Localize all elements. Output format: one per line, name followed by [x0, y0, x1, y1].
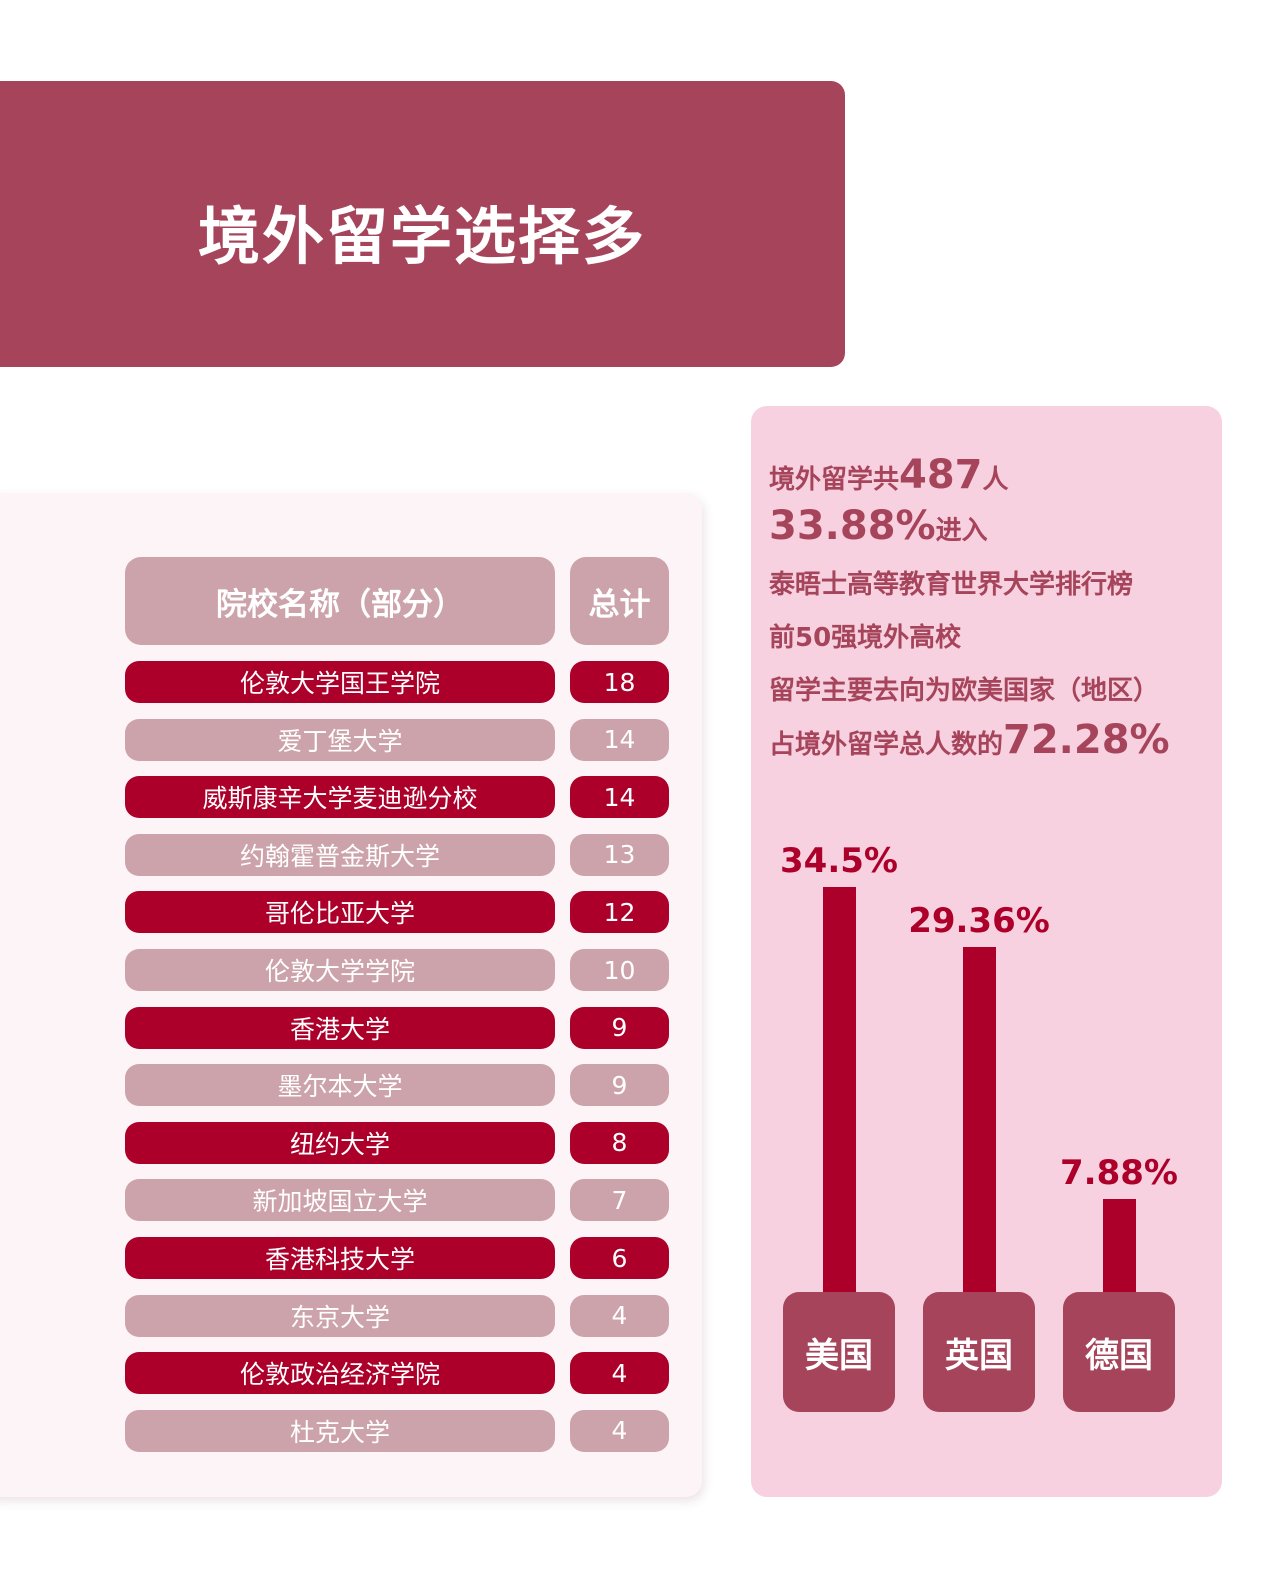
info-total-prefix: 境外留学共 [769, 465, 900, 495]
bar-value-label: 34.5% [780, 841, 898, 881]
bar-value-label: 29.36% [908, 901, 1050, 942]
page-title: 境外留学选择多 [198, 200, 647, 273]
table-header-name: 院校名称（部分） [125, 557, 555, 645]
info-ratio-number: 33.88% [769, 503, 936, 549]
university-name: 东京大学 [125, 1294, 555, 1337]
university-name: 新加坡国立大学 [125, 1179, 555, 1222]
info-share-prefix: 占境外留学总人数的 [769, 730, 1004, 760]
table-row: 纽约大学 8 [0, 1121, 700, 1164]
university-total: 6 [570, 1237, 669, 1279]
university-total: 14 [570, 776, 669, 819]
info-ratio-suffix: 进入 [935, 516, 988, 546]
university-name: 香港大学 [125, 1006, 555, 1049]
table-row: 哥伦比亚大学 12 [0, 891, 700, 934]
title-banner [0, 81, 845, 367]
university-total: 13 [570, 833, 669, 876]
category-label: 美国 [783, 1292, 895, 1412]
university-total: 4 [570, 1409, 669, 1452]
table-header-total: 总计 [570, 557, 669, 645]
university-name: 纽约大学 [125, 1121, 555, 1164]
university-total: 14 [570, 718, 669, 761]
university-name: 哥伦比亚大学 [125, 891, 555, 934]
info-line-ratio: 33.88%进入 [769, 506, 988, 551]
bar [822, 887, 856, 1292]
table-row: 约翰霍普金斯大学 13 [0, 833, 700, 876]
university-name: 伦敦大学学院 [125, 949, 555, 991]
info-line-top50: 前50强境外高校 [769, 623, 962, 653]
bar [962, 947, 996, 1292]
bar [1102, 1199, 1136, 1292]
table-row: 新加坡国立大学 7 [0, 1179, 700, 1222]
table-row: 伦敦大学国王学院 18 [0, 661, 700, 703]
university-name: 威斯康辛大学麦迪逊分校 [125, 776, 555, 819]
university-name: 爱丁堡大学 [125, 718, 555, 761]
university-total: 4 [570, 1352, 669, 1395]
bar-value-label: 7.88% [1060, 1153, 1178, 1194]
university-total: 7 [570, 1179, 669, 1222]
table-row: 墨尔本大学 9 [0, 1064, 700, 1107]
university-name: 伦敦大学国王学院 [125, 661, 555, 703]
university-name: 墨尔本大学 [125, 1064, 555, 1107]
category-label: 德国 [1063, 1292, 1175, 1412]
university-name: 杜克大学 [125, 1409, 555, 1452]
university-total: 9 [570, 1064, 669, 1107]
table-row: 威斯康辛大学麦迪逊分校 14 [0, 776, 700, 819]
info-line-share: 占境外留学总人数的72.28% [769, 720, 1170, 765]
info-line-destination: 留学主要去向为欧美国家（地区） [769, 676, 1160, 706]
university-total: 9 [570, 1006, 669, 1049]
table-row: 香港大学 9 [0, 1006, 700, 1049]
table-row: 香港科技大学 6 [0, 1237, 700, 1279]
table-row: 伦敦大学学院 10 [0, 949, 700, 991]
university-total: 4 [570, 1294, 669, 1337]
university-total: 18 [570, 661, 669, 703]
table-row: 东京大学 4 [0, 1294, 700, 1337]
university-name: 香港科技大学 [125, 1237, 555, 1279]
university-total: 8 [570, 1121, 669, 1164]
info-total-suffix: 人 [982, 465, 1009, 495]
university-total: 10 [570, 949, 669, 991]
table-row: 伦敦政治经济学院 4 [0, 1352, 700, 1395]
university-name: 伦敦政治经济学院 [125, 1352, 555, 1395]
university-total: 12 [570, 891, 669, 934]
info-total-number: 487 [899, 452, 983, 498]
table-row: 杜克大学 4 [0, 1409, 700, 1452]
table-row: 爱丁堡大学 14 [0, 718, 700, 761]
info-line-total: 境外留学共487人 [769, 455, 1009, 500]
info-share-number: 72.28% [1003, 717, 1170, 763]
category-label: 英国 [923, 1292, 1035, 1412]
info-line-ranking: 泰晤士高等教育世界大学排行榜 [769, 570, 1134, 600]
university-name: 约翰霍普金斯大学 [125, 833, 555, 876]
